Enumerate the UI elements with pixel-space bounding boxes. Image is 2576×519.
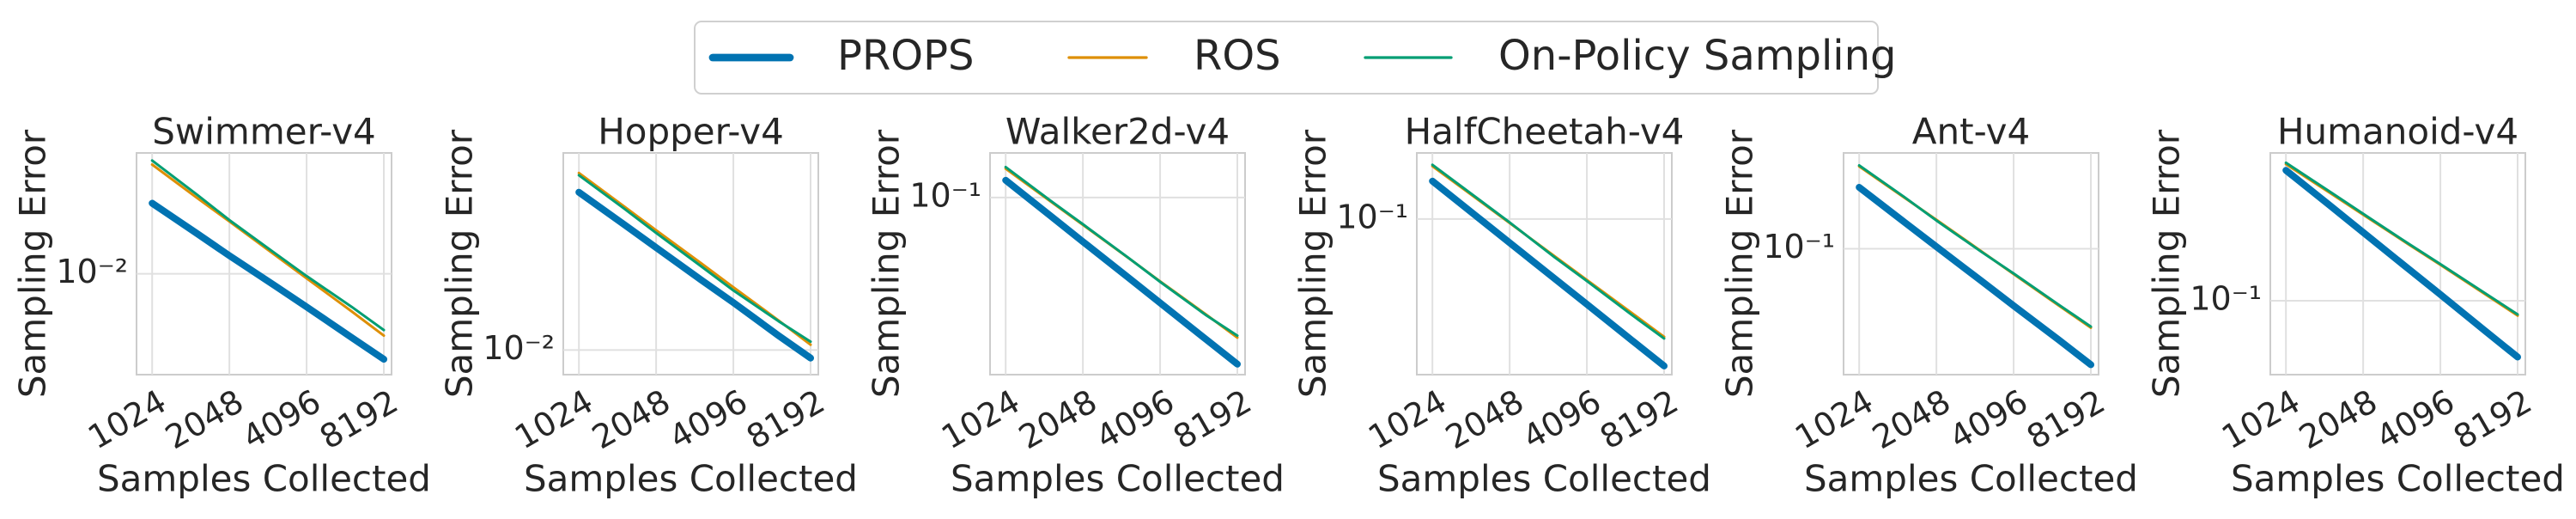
series-line (150, 159, 386, 332)
series-line (575, 188, 814, 362)
x-tick-label: 4096 (663, 382, 754, 456)
x-tick-label: 1024 (935, 382, 1026, 456)
x-tick-label: 1024 (1362, 382, 1453, 456)
x-tick-label: 8192 (2020, 382, 2111, 456)
x-axis-label: Samples Collected (1377, 458, 1711, 500)
x-tick-label: 8192 (313, 382, 404, 456)
x-tick-label: 2048 (2293, 382, 2384, 456)
series-line (2284, 161, 2519, 316)
x-tick-label: 4096 (1090, 382, 1181, 456)
subplot-title: Swimmer-v4 (152, 111, 376, 153)
subplot-title: Hopper-v4 (598, 111, 784, 153)
series-line (577, 174, 812, 344)
series-line (2282, 167, 2521, 361)
x-tick-label: 8192 (1594, 382, 1685, 456)
x-axis-label: Samples Collected (951, 458, 1285, 500)
y-tick-label: 10⁻² (483, 329, 555, 367)
subplot-title: HalfCheetah-v4 (1405, 111, 1685, 153)
series-line (1002, 176, 1241, 368)
x-tick-label: 1024 (508, 382, 599, 456)
x-tick-label: 8192 (2447, 382, 2538, 456)
x-tick-label: 4096 (2370, 382, 2461, 456)
x-tick-label: 4096 (236, 382, 327, 456)
x-axis-label: Samples Collected (97, 458, 431, 500)
x-tick-label: 1024 (82, 382, 173, 456)
subplot-title: Ant-v4 (1912, 111, 2030, 153)
legend-label: ROS (1194, 32, 1281, 80)
y-axis-label: Sampling Error (1719, 129, 1761, 398)
x-axis-label: Samples Collected (1804, 458, 2138, 500)
x-axis-label: Samples Collected (2231, 458, 2565, 500)
x-tick-label: 2048 (1012, 382, 1103, 456)
x-tick-label: 1024 (2215, 382, 2306, 456)
series-line (1431, 163, 1666, 340)
legend-label: PROPS (837, 32, 975, 80)
series-line (1857, 164, 2093, 328)
legend-box (694, 21, 1879, 95)
x-tick-label: 8192 (740, 382, 831, 456)
y-axis-label: Sampling Error (1292, 129, 1334, 398)
y-tick-label: 10⁻¹ (2190, 280, 2262, 318)
y-tick-label: 10⁻² (56, 253, 128, 290)
subplot-title: Humanoid-v4 (2277, 111, 2518, 153)
y-axis-label: Sampling Error (439, 129, 481, 398)
x-tick-label: 2048 (159, 382, 250, 456)
y-tick-label: 10⁻¹ (909, 176, 981, 214)
legend-label: On-Policy Sampling (1498, 32, 1897, 80)
x-tick-label: 2048 (586, 382, 677, 456)
x-tick-label: 2048 (1866, 382, 1957, 456)
series-line (1429, 177, 1668, 369)
y-axis-label: Sampling Error (2146, 129, 2188, 398)
subplot-title: Walker2d-v4 (1005, 111, 1230, 153)
x-axis-label: Samples Collected (524, 458, 858, 500)
series-line (1856, 184, 2094, 369)
x-tick-label: 1024 (1789, 382, 1880, 456)
series-line (1004, 165, 1239, 338)
series-line (149, 199, 387, 363)
plot-area (562, 152, 819, 376)
y-tick-label: 10⁻¹ (1763, 228, 1835, 266)
y-tick-label: 10⁻¹ (1336, 198, 1408, 235)
x-tick-label: 8192 (1167, 382, 1258, 456)
series-line (150, 163, 386, 338)
x-tick-label: 4096 (1943, 382, 2034, 456)
x-tick-label: 2048 (1439, 382, 1530, 456)
x-tick-label: 4096 (1516, 382, 1607, 456)
y-axis-label: Sampling Error (12, 129, 54, 398)
y-axis-label: Sampling Error (866, 129, 908, 398)
